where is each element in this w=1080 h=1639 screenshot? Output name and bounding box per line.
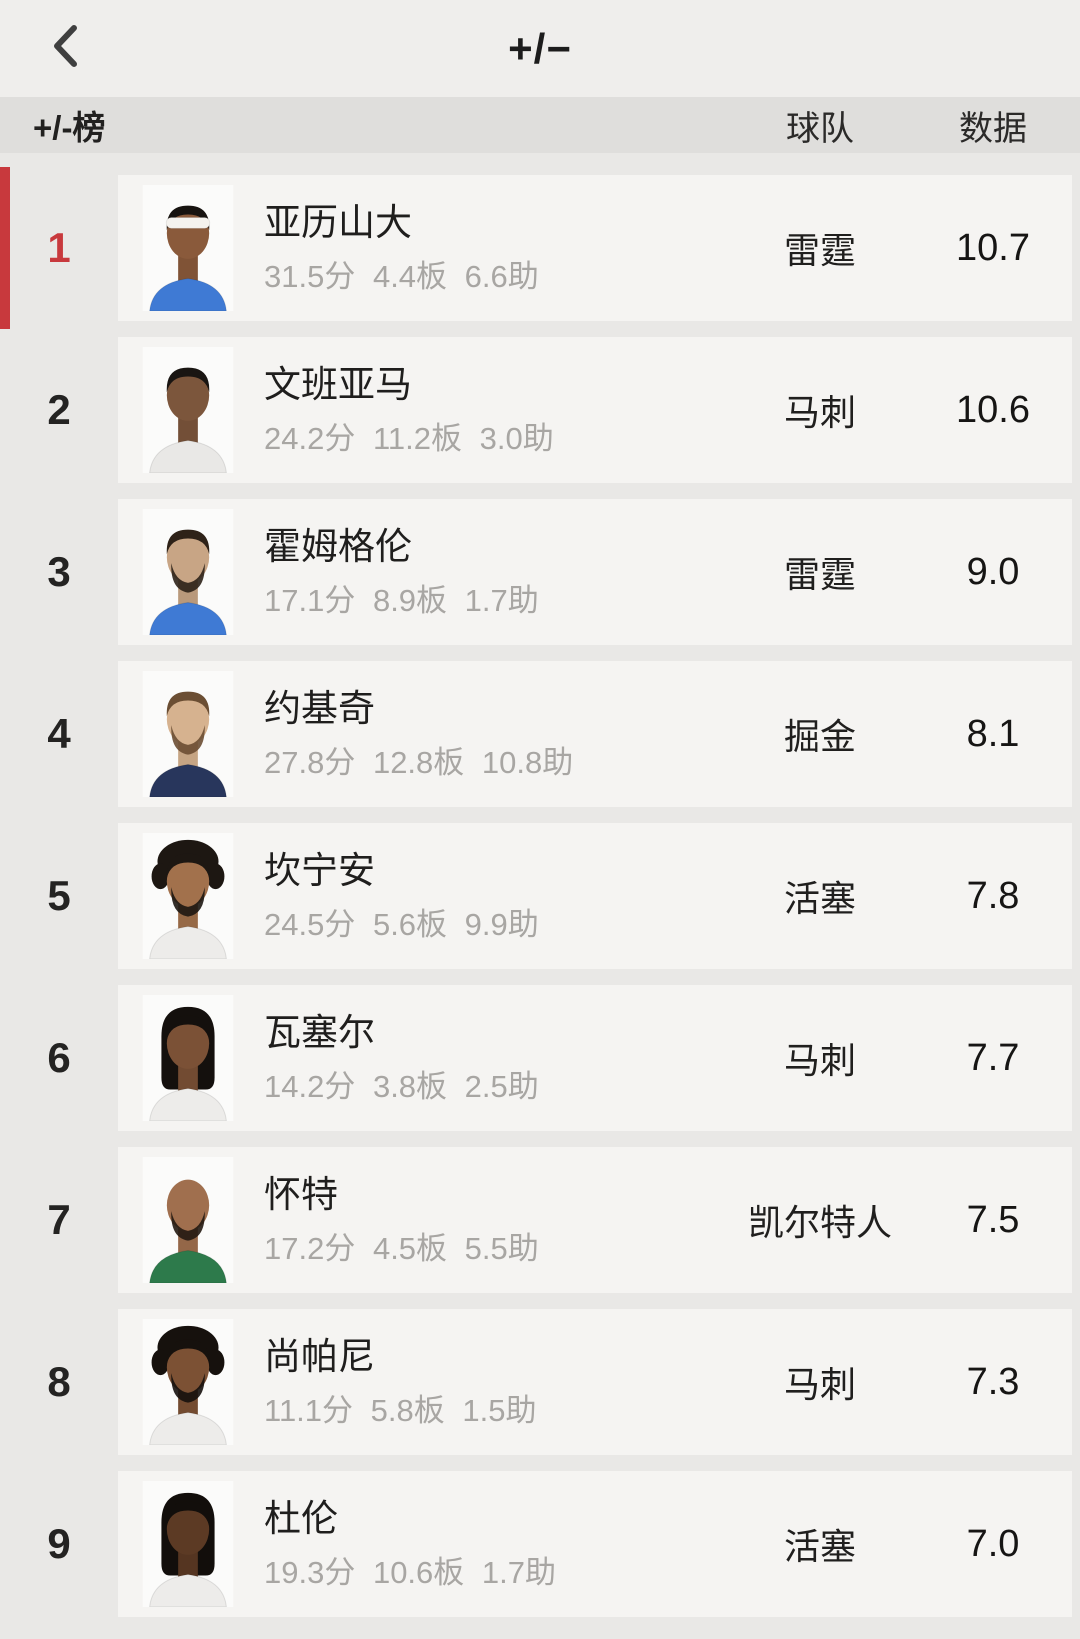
player-avatar (142, 833, 234, 959)
team-column-header: 球队 (786, 109, 854, 148)
player-card[interactable]: 怀特 17.2分 4.5板 5.5助 凯尔特人 7.5 (118, 1147, 1072, 1293)
player-stats: 24.5分 5.6板 9.9助 (264, 907, 539, 942)
rank-number: 1 (47, 224, 71, 271)
rank-number: 4 (47, 710, 71, 757)
player-card[interactable]: 霍姆格伦 17.1分 8.9板 1.7助 雷霆 9.0 (118, 499, 1072, 645)
player-row: 3 霍姆格伦 17.1分 8.9板 1.7助 雷霆 9.0 (0, 491, 1080, 653)
player-name: 杜伦 (264, 1498, 338, 1539)
plusminus-value: 7.8 (966, 874, 1020, 917)
team-name: 活塞 (783, 878, 856, 919)
player-avatar (142, 1319, 234, 1445)
player-avatar (142, 509, 234, 635)
player-name: 霍姆格伦 (264, 526, 412, 567)
plusminus-value: 9.0 (966, 550, 1020, 593)
team-name: 马刺 (783, 1040, 856, 1081)
player-stats: 27.8分 12.8板 10.8助 (264, 745, 574, 780)
player-row: 5 坎宁安 24.5分 5.6板 9.9助 活塞 7.8 (0, 815, 1080, 977)
chevron-left-icon (52, 24, 78, 73)
player-card[interactable]: 坎宁安 24.5分 5.6板 9.9助 活塞 7.8 (118, 823, 1072, 969)
player-row: 1 亚历山大 31.5分 4.4板 6.6助 雷霆 10.7 (0, 167, 1080, 329)
player-stats: 31.5分 4.4板 6.6助 (264, 259, 539, 294)
plusminus-value: 7.7 (966, 1036, 1020, 1079)
player-row: 4 约基奇 27.8分 12.8板 10.8助 掘金 8.1 (0, 653, 1080, 815)
team-name: 活塞 (783, 1526, 856, 1567)
team-name: 马刺 (783, 392, 856, 433)
team-name: 雷霆 (783, 554, 856, 595)
table-header: +/-榜 球队 数据 (0, 97, 1080, 153)
plusminus-value: 7.0 (966, 1522, 1020, 1565)
player-stats: 24.2分 11.2板 3.0助 (264, 421, 554, 456)
value-column-header: 数据 (959, 109, 1027, 148)
plusminus-value: 7.5 (966, 1198, 1020, 1241)
player-card[interactable]: 约基奇 27.8分 12.8板 10.8助 掘金 8.1 (118, 661, 1072, 807)
back-button[interactable] (30, 0, 100, 97)
player-avatar (142, 347, 234, 473)
plusminus-value: 10.6 (956, 388, 1030, 431)
player-name: 尚帕尼 (264, 1336, 375, 1377)
player-row: 2 文班亚马 24.2分 11.2板 3.0助 马刺 10.6 (0, 329, 1080, 491)
player-list: 1 亚历山大 31.5分 4.4板 6.6助 雷霆 10.7 2 文班亚马 24.2分 11.… (0, 153, 1080, 1625)
player-stats: 11.1分 5.8板 1.5助 (264, 1393, 537, 1428)
app-bar: +/− (0, 0, 1080, 97)
player-row: 9 杜伦 19.3分 10.6板 1.7助 活塞 7.0 (0, 1463, 1080, 1625)
player-card[interactable]: 杜伦 19.3分 10.6板 1.7助 活塞 7.0 (118, 1471, 1072, 1617)
player-stats: 19.3分 10.6板 1.7助 (264, 1555, 556, 1590)
player-row: 8 尚帕尼 11.1分 5.8板 1.5助 马刺 7.3 (0, 1301, 1080, 1463)
player-name: 约基奇 (264, 688, 375, 729)
player-card[interactable]: 尚帕尼 11.1分 5.8板 1.5助 马刺 7.3 (118, 1309, 1072, 1455)
player-avatar (142, 1157, 234, 1283)
player-name: 怀特 (264, 1174, 338, 1215)
rank-number: 2 (47, 386, 71, 433)
player-avatar (142, 995, 234, 1121)
plusminus-value: 10.7 (956, 226, 1030, 269)
team-name: 凯尔特人 (747, 1202, 892, 1243)
player-avatar (142, 671, 234, 797)
player-card[interactable]: 瓦塞尔 14.2分 3.8板 2.5助 马刺 7.7 (118, 985, 1072, 1131)
rank-number: 3 (47, 548, 71, 595)
player-name: 坎宁安 (264, 850, 375, 891)
player-name: 文班亚马 (264, 364, 412, 405)
rank-highlight-bar (0, 167, 10, 329)
team-name: 雷霆 (783, 230, 856, 271)
rank-number: 9 (47, 1520, 71, 1567)
team-name: 马刺 (783, 1364, 856, 1405)
rank-column-header: +/-榜 (33, 109, 106, 146)
player-card[interactable]: 亚历山大 31.5分 4.4板 6.6助 雷霆 10.7 (118, 175, 1072, 321)
rank-number: 8 (47, 1358, 71, 1405)
plusminus-value: 8.1 (966, 712, 1020, 755)
player-card[interactable]: 文班亚马 24.2分 11.2板 3.0助 马刺 10.6 (118, 337, 1072, 483)
player-stats: 17.2分 4.5板 5.5助 (264, 1231, 539, 1266)
player-name: 亚历山大 (264, 202, 412, 243)
player-stats: 17.1分 8.9板 1.7助 (264, 583, 539, 618)
rank-number: 7 (47, 1196, 71, 1243)
rank-number: 5 (47, 872, 71, 919)
page-title: +/− (508, 24, 572, 72)
player-name: 瓦塞尔 (264, 1012, 375, 1053)
rank-number: 6 (47, 1034, 71, 1081)
player-avatar (142, 1481, 234, 1607)
plusminus-value: 7.3 (966, 1360, 1020, 1403)
player-row: 7 怀特 17.2分 4.5板 5.5助 凯尔特人 7.5 (0, 1139, 1080, 1301)
player-row: 6 瓦塞尔 14.2分 3.8板 2.5助 马刺 7.7 (0, 977, 1080, 1139)
team-name: 掘金 (783, 716, 856, 757)
player-stats: 14.2分 3.8板 2.5助 (264, 1069, 539, 1104)
player-avatar (142, 185, 234, 311)
